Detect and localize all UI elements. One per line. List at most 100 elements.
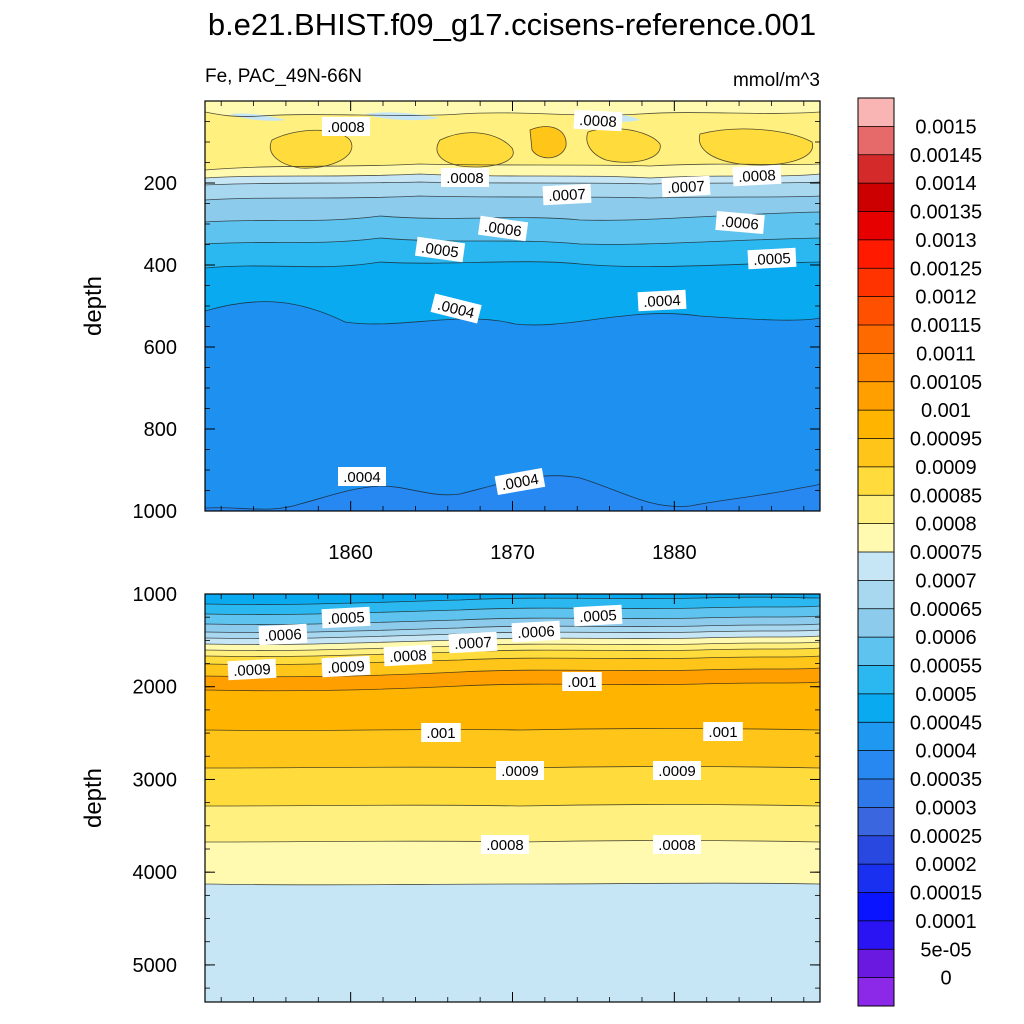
colorbar-label: 0.0014 xyxy=(915,173,976,195)
contour-label-bg xyxy=(637,289,687,312)
contour-label: .0008 xyxy=(383,644,433,667)
contour-label-text: .0008 xyxy=(327,119,365,136)
colorbar-label: 0.0012 xyxy=(915,287,976,309)
y-tick-label: 4000 xyxy=(133,862,178,884)
upper-panel-fill xyxy=(205,101,820,511)
contour-label: .0009 xyxy=(653,761,701,780)
contour-label-text: .001 xyxy=(426,725,455,742)
lower-panel-fill xyxy=(205,594,820,1002)
y-tick-label: 3000 xyxy=(133,769,178,791)
colorbar-swatch xyxy=(858,552,894,581)
contour-label-text: .0004 xyxy=(500,471,540,494)
y-tick-label: 400 xyxy=(144,255,177,277)
colorbar-swatch xyxy=(858,211,894,241)
contour-label-bg xyxy=(715,210,765,235)
contour-label-text: .0005 xyxy=(579,607,617,626)
units-label: mmol/m^3 xyxy=(733,70,820,91)
contour-label-text: .0009 xyxy=(658,763,696,780)
colorbar-label: 0.0006 xyxy=(915,627,976,649)
y-tick-label: 600 xyxy=(144,337,177,359)
colorbar-swatch xyxy=(858,154,894,184)
colorbar-swatch xyxy=(858,637,894,666)
colorbar-label: 0.0009 xyxy=(915,457,976,479)
contour-label: .0009 xyxy=(227,658,277,681)
colorbar-label: 0.0007 xyxy=(915,570,976,592)
lower-ylabel: depth xyxy=(80,768,107,828)
y-tick-label: 800 xyxy=(144,419,177,441)
colorbar: 0.0015 0.00145 0.0014 0.00135 0.0013 0.00125 0… xyxy=(857,97,982,1007)
y-tick-label: 2000 xyxy=(133,677,178,699)
colorbar-swatch xyxy=(858,750,894,780)
variable-label: Fe, PAC_49N-66N xyxy=(205,66,362,87)
contour-label: .0008 xyxy=(573,109,623,132)
contour-label-text: .0009 xyxy=(233,661,271,680)
contour-label-text: .0004 xyxy=(643,292,681,311)
colorbar-label: 0.0001 xyxy=(915,911,976,933)
x-tick-label: 1870 xyxy=(490,542,535,564)
colorbar-swatch xyxy=(858,410,894,439)
contour-label: .0009 xyxy=(496,761,544,780)
contour-label-text: .0006 xyxy=(264,626,302,645)
colorbar-swatch xyxy=(858,98,894,127)
contour-label-bg xyxy=(511,620,561,643)
contour-label: .001 xyxy=(562,672,602,691)
contour-label-text: .0009 xyxy=(501,763,539,780)
contour-label-bg xyxy=(258,623,308,646)
colorbar-label: 0.00015 xyxy=(910,883,982,905)
contour-label-text: .0005 xyxy=(327,609,365,628)
x-tick-label: 1860 xyxy=(328,542,373,564)
colorbar-label: 0.00105 xyxy=(910,372,982,394)
colorbar-label: 0.00145 xyxy=(910,145,982,167)
contour-label-text: .0004 xyxy=(343,469,381,486)
colorbar-swatch xyxy=(858,864,894,893)
colorbar-label: 0.00045 xyxy=(910,712,982,734)
colorbar-label: 0 xyxy=(940,968,951,990)
contour-label: .001 xyxy=(703,722,743,741)
colorbar-label: 0.00085 xyxy=(910,485,982,507)
contour-label: .0005 xyxy=(573,604,623,627)
colorbar-label: 0.00115 xyxy=(911,315,982,337)
contour-label: .0007 xyxy=(542,183,592,206)
colorbar-swatch xyxy=(858,892,894,922)
colorbar-label: 0.00055 xyxy=(910,656,982,678)
contour-label-bg xyxy=(481,835,529,854)
colorbar-swatch xyxy=(858,807,894,837)
contour-label-bg xyxy=(322,117,370,136)
colorbar-label: 0.0002 xyxy=(915,854,976,876)
colorbar-label: 0.00025 xyxy=(910,826,982,848)
contour-label-bg xyxy=(321,606,371,629)
colorbar-swatch xyxy=(858,665,894,695)
upper-ylabel: depth xyxy=(80,276,107,336)
colorbar-label: 0.0008 xyxy=(915,514,976,536)
contour-label: .001 xyxy=(421,723,461,742)
contour-label: .0008 xyxy=(732,164,782,187)
colorbar-label: 0.00065 xyxy=(910,599,982,621)
y-tick-label: 5000 xyxy=(133,955,178,977)
contour-label-text: .0008 xyxy=(389,647,427,666)
contour-label-bg xyxy=(703,722,743,741)
colorbar-swatch xyxy=(858,580,894,610)
contour-label: .0005 xyxy=(414,236,466,263)
contour-label: .0008 xyxy=(441,168,489,187)
colorbar-swatch xyxy=(858,779,894,808)
contour-label-bg xyxy=(421,723,461,742)
contour-label-bg xyxy=(653,835,701,854)
colorbar-swatch xyxy=(858,722,894,751)
colorbar-swatch xyxy=(858,381,894,411)
contour-label-bg xyxy=(496,761,544,780)
colorbar-swatch xyxy=(858,693,894,723)
contour-label-bg xyxy=(494,467,546,496)
contour-label-bg xyxy=(747,247,797,270)
colorbar-swatch xyxy=(858,353,894,383)
colorbar-swatch xyxy=(858,325,894,354)
contour-label-bg xyxy=(477,215,529,242)
colorbar-swatch xyxy=(858,835,894,865)
colorbar-swatch xyxy=(858,268,894,297)
contour-label-text: .001 xyxy=(708,724,737,741)
y-tick-label: 1000 xyxy=(133,501,178,523)
contour-label-text: .0008 xyxy=(446,170,484,187)
colorbar-swatch xyxy=(858,608,894,638)
contour-label: .0008 xyxy=(653,835,701,854)
colorbar-label: 0.0005 xyxy=(915,684,976,706)
contour-label: .0006 xyxy=(258,623,308,646)
